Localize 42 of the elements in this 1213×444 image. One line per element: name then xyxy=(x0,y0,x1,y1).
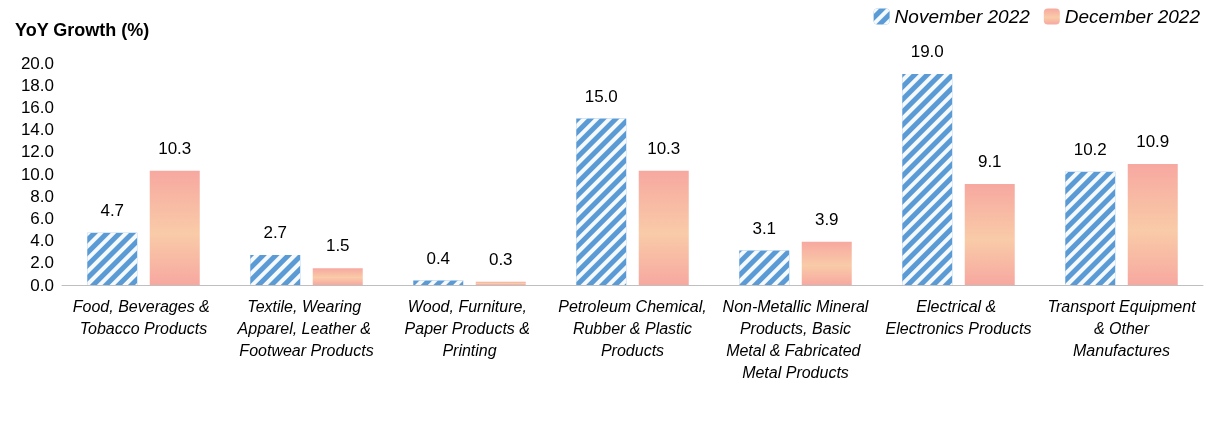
bar xyxy=(964,183,1015,285)
bar xyxy=(638,170,689,285)
bar xyxy=(1127,164,1178,285)
data-label: 10.3 xyxy=(158,138,192,158)
data-label: 9.1 xyxy=(977,151,1002,171)
y-tick-label: 0.0 xyxy=(30,275,54,295)
y-tick-label: 4.0 xyxy=(30,231,54,251)
y-axis-title: YoY Growth (%) xyxy=(15,20,150,40)
x-tick-label: Wood, Furniture, Paper Products & Printing xyxy=(404,297,535,359)
x-tick-label: Non-Metallic Mineral Products, Basic Metal & Fabricated Metal Products xyxy=(722,297,869,381)
data-label: 1.5 xyxy=(325,236,350,256)
legend-label: December 2022 xyxy=(1064,6,1201,27)
data-label: 19.0 xyxy=(910,42,944,62)
x-tick-label: Food, Beverages & Tobacco Products xyxy=(72,297,215,337)
y-tick-label: 16.0 xyxy=(20,97,54,117)
y-tick-label: 14.0 xyxy=(20,120,54,140)
x-tick-label: Transport Equipment & Other Manufactures xyxy=(1047,297,1197,359)
y-tick-label: 8.0 xyxy=(30,186,54,206)
data-label: 2.7 xyxy=(263,223,288,243)
data-label: 3.1 xyxy=(752,218,777,238)
x-tick-label: Electrical & Electronics Products xyxy=(885,297,1032,337)
data-label: 15.0 xyxy=(584,86,618,106)
y-tick-label: 20.0 xyxy=(20,53,54,73)
legend-label: November 2022 xyxy=(894,6,1031,27)
data-label: 0.3 xyxy=(488,249,513,269)
bar xyxy=(149,170,200,285)
y-tick-label: 2.0 xyxy=(30,253,54,273)
bar xyxy=(312,268,363,285)
data-label: 10.9 xyxy=(1136,132,1170,152)
y-tick-label: 6.0 xyxy=(30,208,54,228)
bar xyxy=(801,241,852,285)
x-tick-label: Petroleum Chemical, Rubber & Plastic Products xyxy=(558,297,707,359)
data-label: 4.7 xyxy=(100,200,125,220)
y-tick-label: 18.0 xyxy=(20,75,54,95)
x-tick-label: Textile, Wearing Apparel, Leather & Footwear Products xyxy=(236,297,376,359)
y-tick-label: 10.0 xyxy=(20,164,54,184)
data-label: 10.2 xyxy=(1073,139,1107,159)
data-label: 3.9 xyxy=(814,209,839,229)
bar xyxy=(475,281,526,285)
data-label: 10.3 xyxy=(647,138,681,158)
data-label: 0.4 xyxy=(426,248,451,268)
y-tick-label: 12.0 xyxy=(20,142,54,162)
